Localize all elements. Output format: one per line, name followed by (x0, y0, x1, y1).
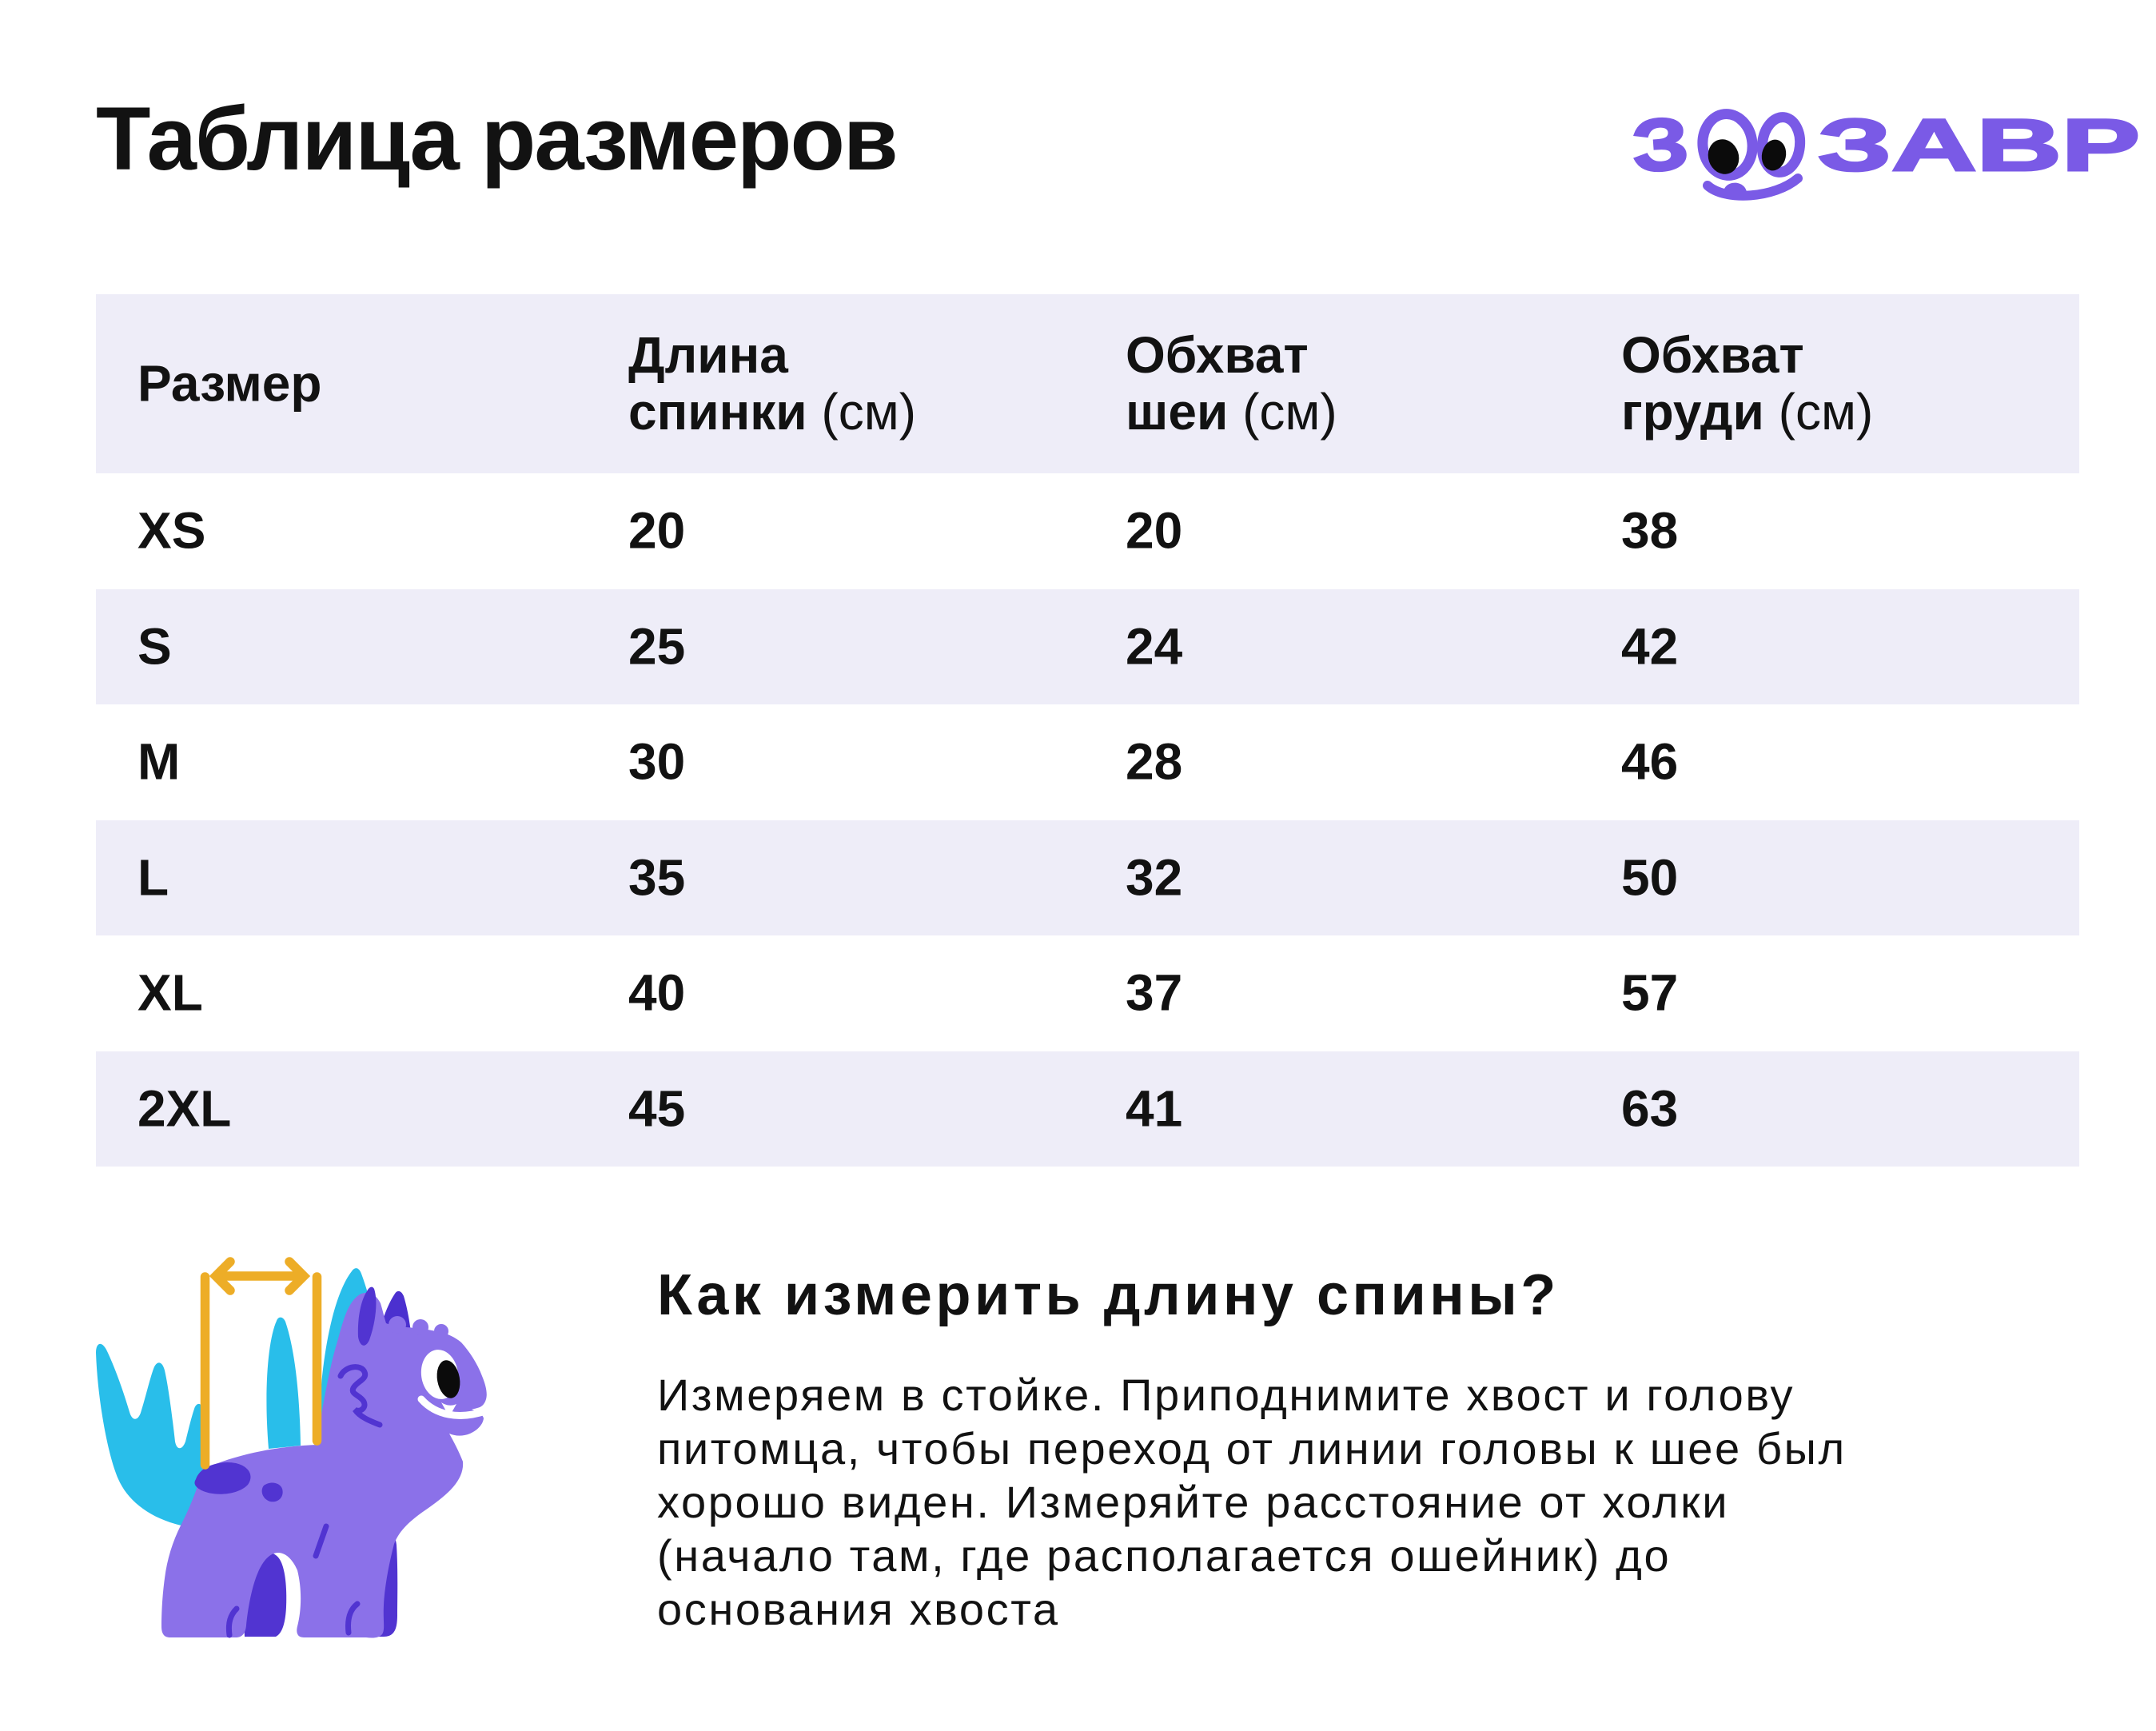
back-length-cell: 35 (628, 848, 686, 907)
table-row: L 35 32 50 (96, 820, 2079, 935)
measure-arrow-icon (200, 1257, 322, 1470)
logo-eyes-icon (1697, 109, 1806, 181)
mascot-crease (313, 1523, 329, 1559)
size-cell: M (137, 732, 181, 791)
mascot-crease (345, 1601, 361, 1636)
column-unit-label: (см) (1778, 383, 1874, 441)
mascot-ear-icon (357, 1286, 377, 1346)
size-table: Размер Длина спинки (см) Обхват шеи (см)… (96, 294, 2079, 1167)
size-cell: L (137, 848, 169, 907)
mascot-patch (194, 1462, 251, 1494)
neck-girth-cell: 28 (1126, 732, 1183, 791)
chest-girth-cell: 63 (1621, 1079, 1679, 1138)
logo-letters-zavr: ЗАВР (1816, 103, 2142, 188)
mascot-crease (225, 1605, 240, 1638)
mascot-eye-pupil (436, 1360, 460, 1398)
logo-smile-icon (1703, 173, 1803, 201)
column-unit-label: (см) (1242, 383, 1337, 441)
neck-girth-cell: 32 (1126, 848, 1183, 907)
column-label-line2: груди (см) (1621, 384, 1873, 441)
mascot-tuft (434, 1324, 448, 1338)
column-label-word: груди (1621, 383, 1764, 441)
chest-girth-cell: 38 (1621, 501, 1679, 560)
column-label-line1: Длина (628, 326, 788, 384)
column-label: Размер (137, 354, 322, 413)
column-label-line2: спинки (см) (628, 384, 916, 441)
column-header-neck-girth: Обхват шеи (см) (1126, 327, 1337, 441)
column-label-line2: шеи (см) (1126, 384, 1337, 441)
column-unit-label: (см) (821, 383, 917, 441)
table-row: XL 40 37 57 (96, 935, 2079, 1051)
back-length-cell: 45 (628, 1079, 686, 1138)
howto-line: (начало там, где располагается ошейник) … (657, 1530, 1672, 1581)
mascot-patch (261, 1482, 283, 1502)
column-header-chest-girth: Обхват груди (см) (1621, 327, 1873, 441)
page-title: Таблица размеров (96, 89, 899, 189)
table-header-row: Размер Длина спинки (см) Обхват шеи (см)… (96, 294, 2079, 473)
table-row: 2XL 45 41 63 (96, 1051, 2079, 1167)
howto-heading: Как измерить длину спины? (657, 1263, 1560, 1327)
howto-paragraph: Измеряем в стойке. Приподнимите хвост и … (657, 1368, 1847, 1636)
column-label-line1: Обхват (1126, 326, 1309, 384)
mascot-illustration (96, 1257, 489, 1638)
mascot-cheek-squiggle (337, 1364, 383, 1428)
neck-girth-cell: 20 (1126, 501, 1183, 560)
chest-girth-cell: 46 (1621, 732, 1679, 791)
howto-line: Измеряем в стойке. Приподнимите хвост и … (657, 1370, 1795, 1420)
back-length-cell: 30 (628, 732, 686, 791)
column-header-size: Размер (137, 354, 322, 413)
column-label-line1: Обхват (1621, 326, 1804, 384)
size-cell: XS (137, 501, 206, 560)
mascot-tail (96, 1343, 207, 1529)
table-row: S 25 24 42 (96, 588, 2079, 704)
column-label-word: спинки (628, 383, 807, 441)
neck-girth-cell: 37 (1126, 963, 1183, 1022)
back-length-cell: 40 (628, 963, 686, 1022)
mascot-tuft (412, 1319, 428, 1335)
chest-girth-cell: 42 (1621, 617, 1679, 676)
size-cell: 2XL (137, 1079, 232, 1138)
howto-line: питомца, чтобы переход от линии головы к… (657, 1423, 1847, 1474)
mascot-body (161, 1292, 487, 1638)
column-label-word: шеи (1126, 383, 1229, 441)
brand-logo: З ЗАВР (1631, 100, 2142, 201)
howto-line: хорошо виден. Измеряйте расстояние от хо… (657, 1477, 1730, 1527)
svg-text:З: З (1631, 102, 1692, 188)
mascot-tuft (389, 1316, 406, 1334)
howto-line: основания хвоста (657, 1584, 1060, 1634)
back-length-cell: 25 (628, 617, 686, 676)
mascot-tooth-icon (441, 1402, 456, 1417)
mascot-fin (266, 1317, 301, 1449)
neck-girth-cell: 41 (1126, 1079, 1183, 1138)
size-cell: S (137, 617, 172, 676)
column-header-back-length: Длина спинки (см) (628, 327, 916, 441)
table-row: XS 20 20 38 (96, 473, 2079, 589)
chest-girth-cell: 57 (1621, 963, 1679, 1022)
neck-girth-cell: 24 (1126, 617, 1183, 676)
size-cell: XL (137, 963, 203, 1022)
table-row: M 30 28 46 (96, 704, 2079, 820)
svg-text:ЗАВР: ЗАВР (1818, 105, 2140, 187)
logo-letter-z1: З (1631, 100, 1692, 189)
back-length-cell: 20 (628, 501, 686, 560)
chest-girth-cell: 50 (1621, 848, 1679, 907)
